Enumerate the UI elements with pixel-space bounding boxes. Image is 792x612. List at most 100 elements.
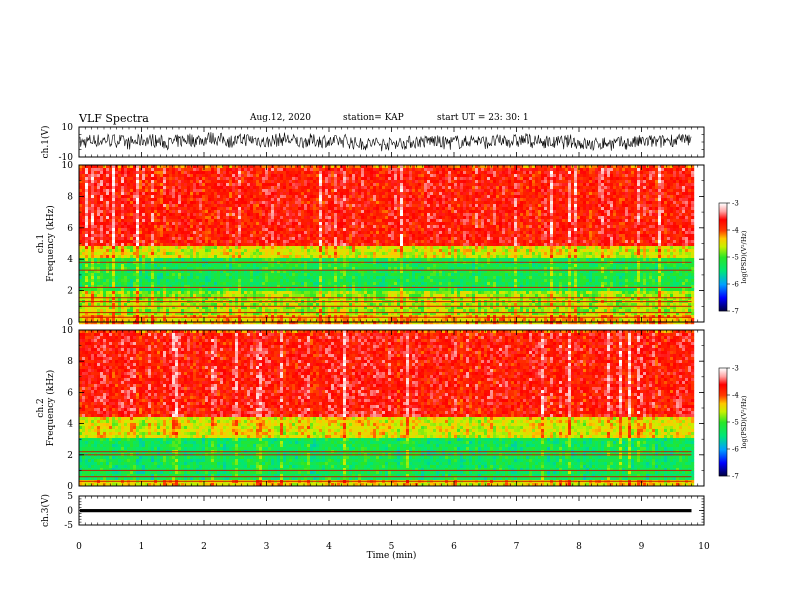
spectrogram-cell [274, 258, 278, 262]
spectrogram-cell [163, 198, 167, 202]
spectrogram-cell [91, 168, 95, 172]
spectrogram-cell [151, 183, 155, 187]
spectrogram-cell [136, 264, 140, 268]
spectrogram-cell [181, 204, 185, 208]
spectrogram-cell [154, 282, 158, 286]
spectrogram-cell [118, 222, 122, 226]
spectrogram-cell [334, 189, 338, 193]
spectrogram-cell [280, 177, 284, 181]
spectrogram-cell [238, 249, 242, 253]
spectrogram-cell [85, 282, 89, 286]
spectrogram-cell [340, 312, 344, 316]
spectrogram-cell [172, 282, 176, 286]
spectrogram-cell [88, 237, 92, 241]
spectrogram-cell [289, 240, 293, 244]
spectrogram-cell [235, 288, 239, 292]
spectrogram-cell [211, 258, 215, 262]
spectrogram-cell [328, 273, 332, 277]
spectrogram-cell [208, 234, 212, 238]
spectrogram-cell [91, 198, 95, 202]
spectrogram-cell [88, 228, 92, 232]
spectrogram-cell [154, 210, 158, 214]
spectrogram-cell [103, 264, 107, 268]
spectrogram-cell [202, 282, 206, 286]
spectrogram-cell [79, 183, 83, 187]
spectrogram-cell [130, 309, 134, 313]
spectrogram-cell [241, 213, 245, 217]
spectrogram-cell [265, 321, 269, 325]
spectrogram-cell [166, 177, 170, 181]
spectrogram-cell [190, 189, 194, 193]
spectrogram-cell [172, 276, 176, 280]
spectrogram-cell [343, 276, 347, 280]
spectrogram-cell [91, 252, 95, 256]
spectrogram-cell [217, 252, 221, 256]
spectrogram-cell [103, 315, 107, 319]
spectrogram-cell [250, 207, 254, 211]
spectrogram-cell [187, 288, 191, 292]
spectrogram-cell [292, 255, 296, 259]
spectrogram-cell [322, 201, 326, 205]
spectrogram-cell [286, 225, 290, 229]
spectrogram-cell [241, 246, 245, 250]
spectrogram-cell [298, 318, 302, 322]
spectrogram-cell [298, 189, 302, 193]
spectrogram-cell [133, 309, 137, 313]
spectrogram-cell [94, 213, 98, 217]
spectrogram-cell [232, 243, 236, 247]
spectrogram-cell [325, 258, 329, 262]
spectrogram-cell [232, 174, 236, 178]
spectrogram-cell [115, 237, 119, 241]
spectrogram-cell [343, 231, 347, 235]
spectrogram-cell [88, 231, 92, 235]
spectrogram-cell [322, 192, 326, 196]
spectrogram-cell [322, 273, 326, 277]
spectrogram-cell [346, 183, 350, 187]
spectrogram-cell [334, 315, 338, 319]
spectrogram-cell [304, 174, 308, 178]
spectrogram-cell [241, 264, 245, 268]
spectrogram-cell [229, 204, 233, 208]
spectrogram-cell [175, 237, 179, 241]
spectrogram-cell [325, 306, 329, 310]
spectrogram-cell [277, 321, 281, 325]
spectrogram-cell [187, 297, 191, 301]
spectrogram-cell [172, 312, 176, 316]
spectrogram-cell [259, 171, 263, 175]
spectrogram-cell [160, 315, 164, 319]
spectrogram-cell [193, 252, 197, 256]
spectrogram-cell [208, 291, 212, 295]
spectrogram-cell [310, 174, 314, 178]
spectrogram-cell [316, 207, 320, 211]
spectrogram-cell [121, 267, 125, 271]
spectrogram-cell [331, 273, 335, 277]
spectrogram-cell [238, 207, 242, 211]
spectrogram-cell [154, 258, 158, 262]
spectrogram-cell [172, 255, 176, 259]
spectrogram-cell [298, 243, 302, 247]
spectrogram-cell [94, 201, 98, 205]
spectrogram-cell [343, 207, 347, 211]
spectrogram-cell [295, 237, 299, 241]
spectrogram-cell [136, 222, 140, 226]
spectrogram-cell [325, 222, 329, 226]
spectrogram-cell [142, 315, 146, 319]
spectrogram-cell [208, 225, 212, 229]
spectrogram-cell [310, 198, 314, 202]
spectrogram-cell [175, 246, 179, 250]
spectrogram-cell [247, 177, 251, 181]
spectrogram-cell [241, 219, 245, 223]
spectrogram-cell [142, 273, 146, 277]
spectrogram-cell [235, 243, 239, 247]
spectrogram-cell [262, 246, 266, 250]
spectrogram-cell [211, 255, 215, 259]
spectrogram-cell [253, 306, 257, 310]
spectrogram-cell [124, 255, 128, 259]
spectrogram-cell [262, 180, 266, 184]
spectrogram-cell [151, 180, 155, 184]
spectrogram-cell [220, 291, 224, 295]
spectrogram-cell [331, 234, 335, 238]
spectrogram-cell [130, 321, 134, 325]
spectrogram-cell [265, 231, 269, 235]
spectrogram-cell [316, 276, 320, 280]
